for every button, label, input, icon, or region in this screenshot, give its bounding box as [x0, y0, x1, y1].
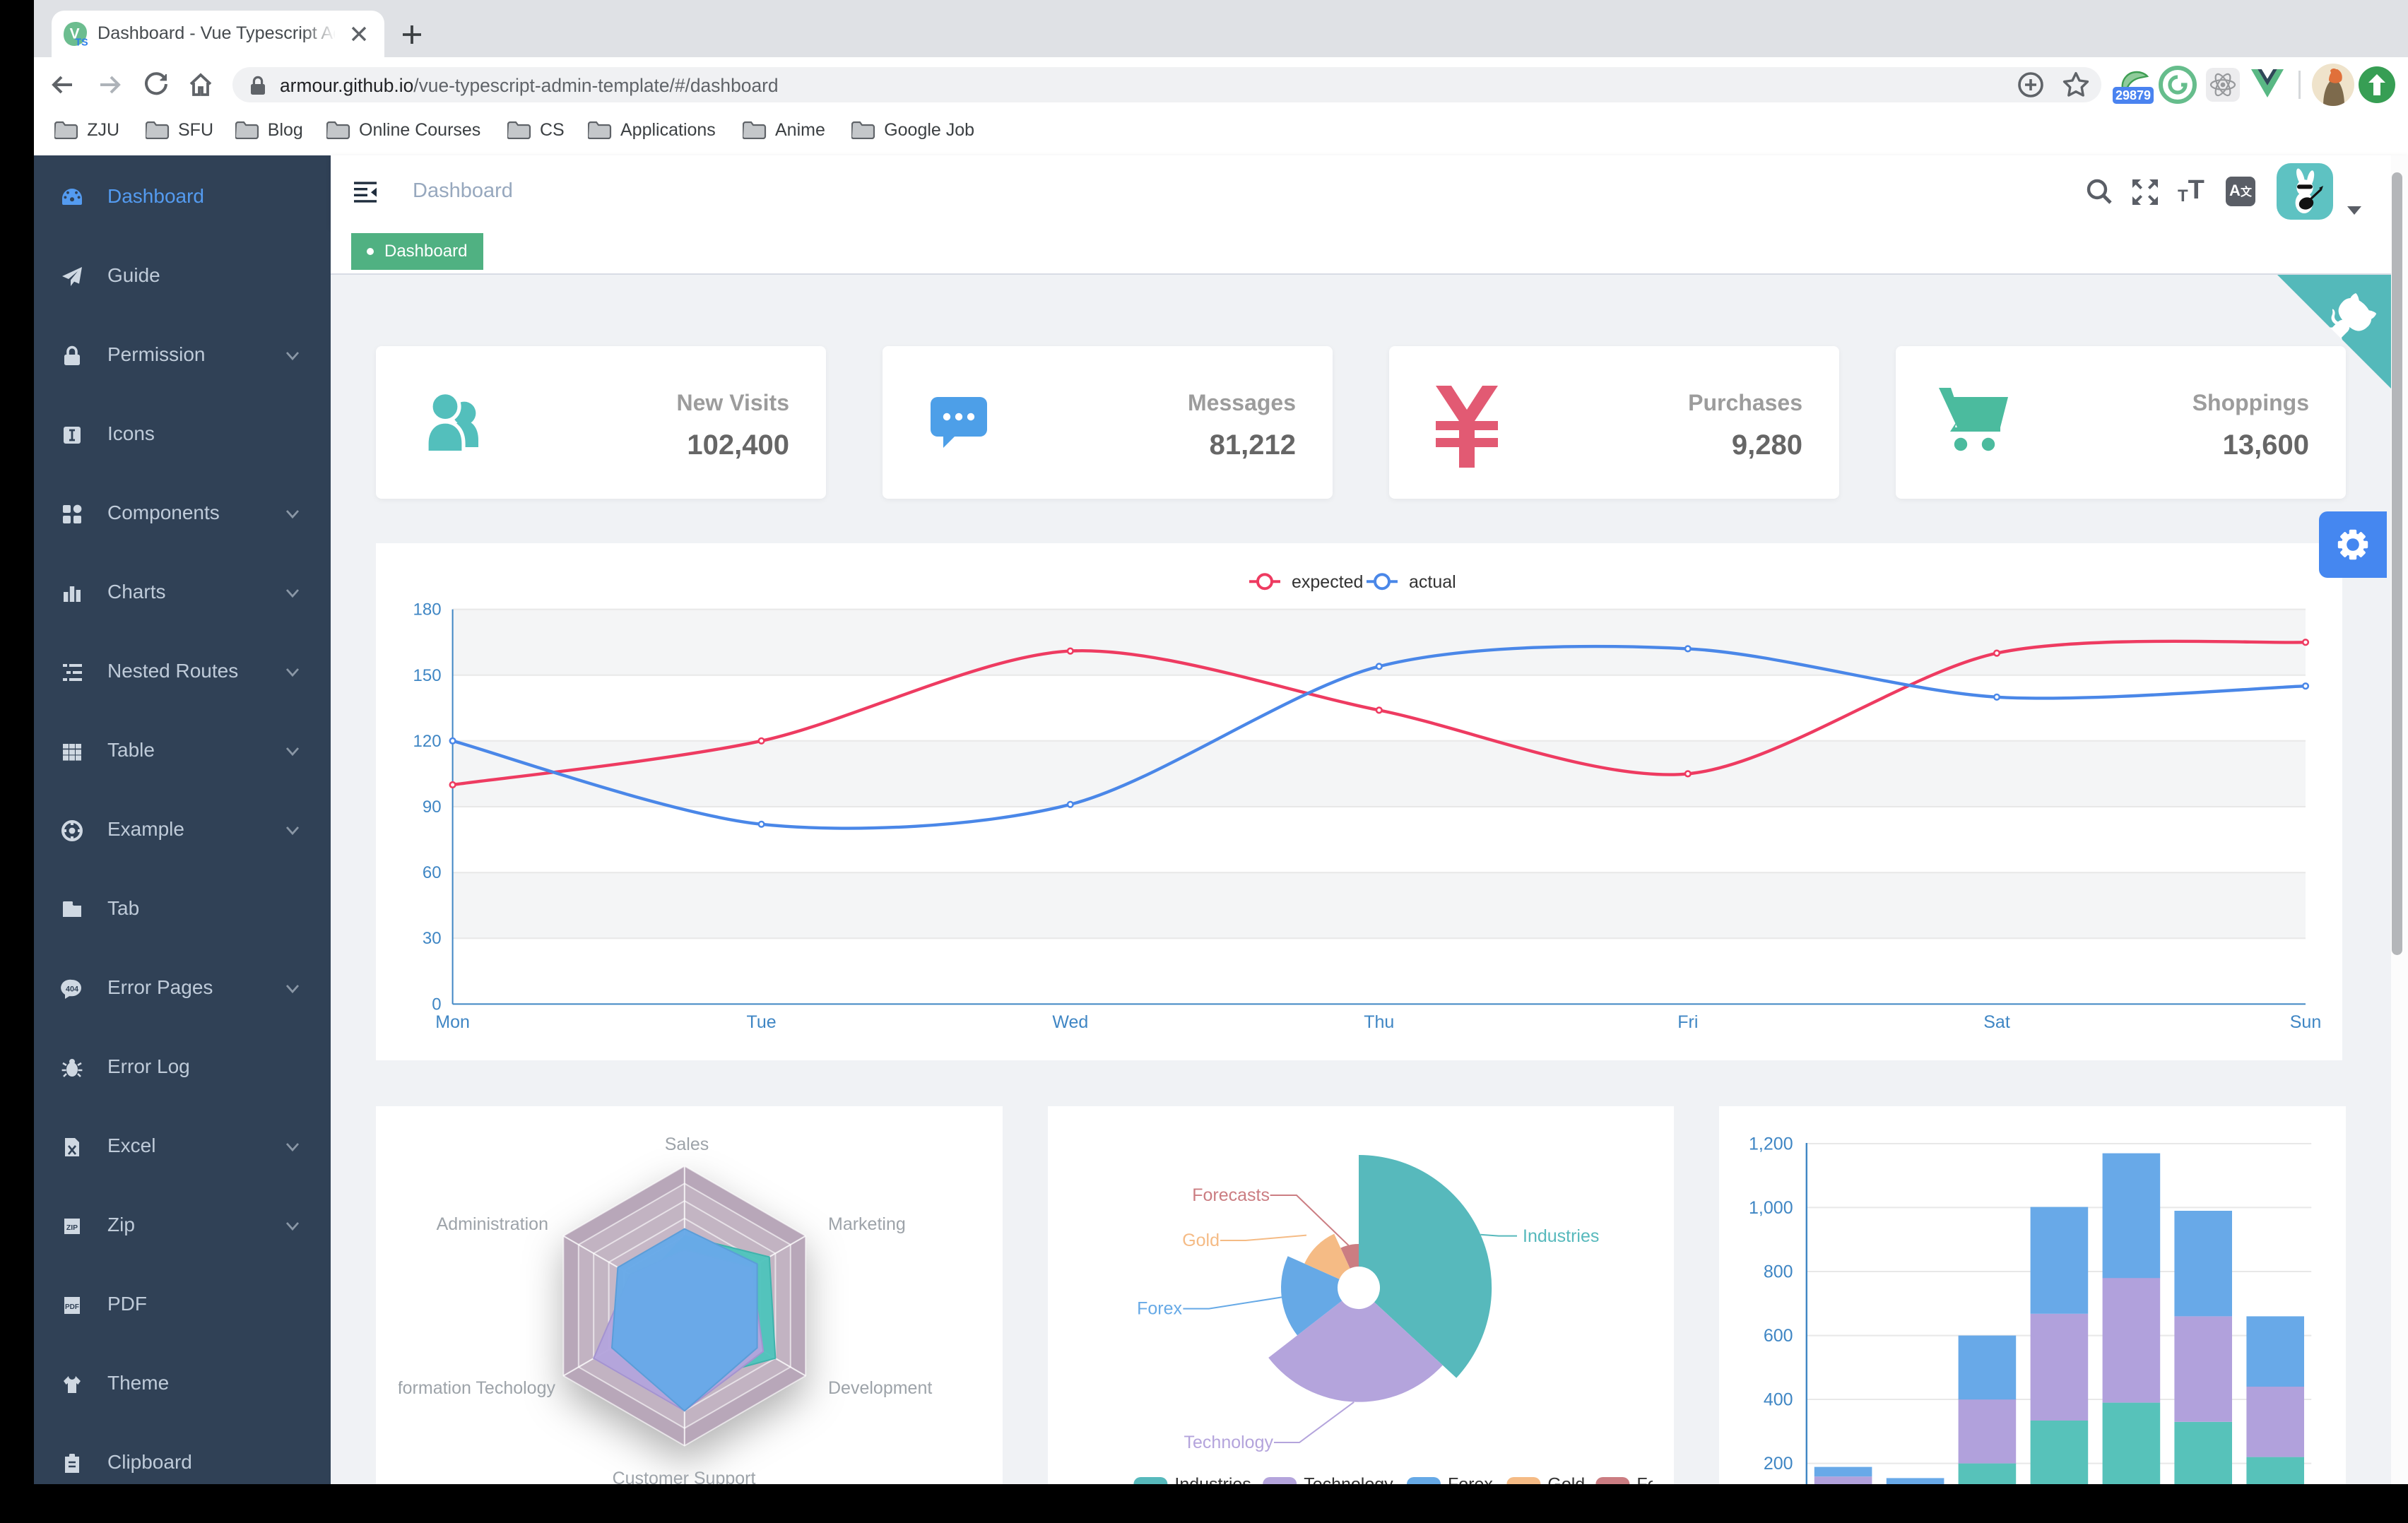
svg-text:Thu: Thu: [1364, 1012, 1394, 1032]
svg-text:Sat: Sat: [1983, 1012, 2010, 1032]
svg-text:expected: expected: [1292, 572, 1363, 592]
svg-text:ZIP: ZIP: [66, 1224, 78, 1232]
svg-text:Industries: Industries: [1523, 1226, 1599, 1246]
svg-text:1,200: 1,200: [1749, 1134, 1793, 1154]
svg-text:Gold: Gold: [1182, 1231, 1220, 1250]
svg-text:Development: Development: [828, 1378, 932, 1398]
svg-text:Forecasts: Forecasts: [1192, 1185, 1270, 1205]
svg-text:400: 400: [1764, 1389, 1793, 1409]
svg-text:Fri: Fri: [1677, 1012, 1698, 1032]
svg-text:180: 180: [413, 600, 442, 619]
svg-text:600: 600: [1764, 1326, 1793, 1346]
svg-text:120: 120: [413, 732, 442, 751]
svg-text:Marketing: Marketing: [828, 1214, 906, 1234]
svg-text:TS: TS: [75, 37, 88, 47]
svg-text:150: 150: [413, 666, 442, 685]
svg-text:30: 30: [423, 929, 442, 948]
svg-text:Technology: Technology: [1184, 1433, 1273, 1452]
svg-text:60: 60: [423, 863, 442, 882]
svg-text:Wed: Wed: [1052, 1012, 1088, 1032]
svg-text:200: 200: [1764, 1454, 1793, 1474]
svg-text:Mon: Mon: [435, 1012, 470, 1032]
svg-text:V: V: [70, 26, 80, 42]
svg-text:Sun: Sun: [2290, 1012, 2320, 1032]
svg-text:Information Techology: Information Techology: [399, 1378, 555, 1398]
svg-text:Customer Support: Customer Support: [613, 1469, 756, 1485]
svg-text:800: 800: [1764, 1262, 1793, 1281]
svg-text:90: 90: [423, 798, 442, 817]
svg-text:0: 0: [432, 995, 441, 1014]
svg-text:Sales: Sales: [665, 1134, 709, 1154]
svg-text:PDF: PDF: [65, 1303, 79, 1311]
svg-text:Tue: Tue: [747, 1012, 777, 1032]
svg-text:Administration: Administration: [437, 1214, 548, 1234]
svg-text:1,000: 1,000: [1749, 1198, 1793, 1218]
svg-text:actual: actual: [1409, 572, 1456, 592]
svg-text:404: 404: [66, 985, 78, 994]
svg-text:Forex: Forex: [1137, 1299, 1182, 1319]
